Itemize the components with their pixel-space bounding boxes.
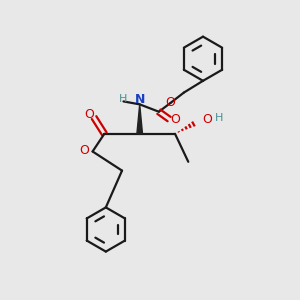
Text: H: H — [215, 112, 224, 123]
Text: O: O — [166, 96, 176, 110]
Text: N: N — [134, 93, 145, 106]
Text: O: O — [171, 112, 181, 126]
Polygon shape — [137, 104, 142, 134]
Text: O: O — [84, 108, 94, 121]
Text: O: O — [80, 144, 89, 158]
Text: H: H — [119, 94, 127, 104]
Text: O: O — [202, 112, 212, 126]
